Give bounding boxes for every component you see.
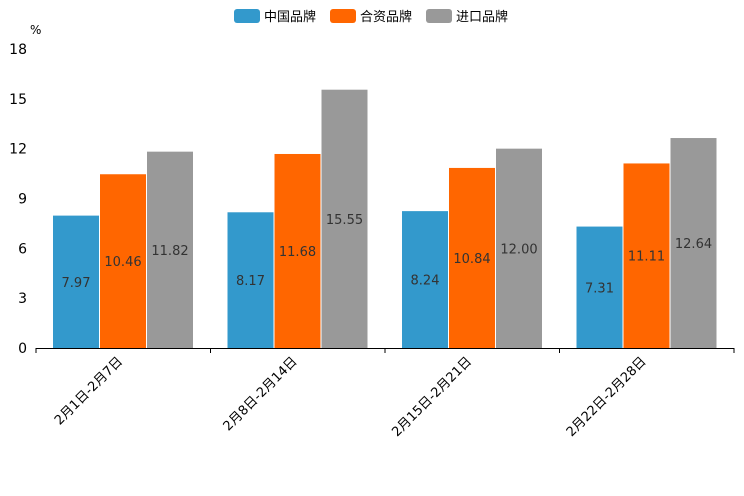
legend-swatch xyxy=(426,9,452,23)
bars xyxy=(53,89,717,349)
y-tick-label: 15 xyxy=(9,92,27,108)
bar xyxy=(100,174,146,348)
data-label: 8.17 xyxy=(236,274,265,289)
data-label: 11.11 xyxy=(628,250,665,265)
bar xyxy=(321,89,368,349)
bar xyxy=(402,211,448,348)
bar xyxy=(274,153,321,348)
data-labels: 7.97 10.46 11.82 8.17 11.68 15.55 8.24 10.84 12.… xyxy=(62,213,713,296)
x-tick-label: 2月8日-2月14日 xyxy=(221,354,301,434)
y-tick-label: 3 xyxy=(18,291,27,307)
y-tick-label: 6 xyxy=(18,241,27,257)
data-label: 11.68 xyxy=(279,245,316,260)
x-tick-label: 2月15日-2月21日 xyxy=(389,354,475,440)
legend-swatch xyxy=(234,9,260,23)
bar xyxy=(496,148,542,348)
legend-label: 中国品牌 xyxy=(264,9,316,25)
legend-swatch xyxy=(330,9,356,23)
legend: 中国品牌 合资品牌 进口品牌 xyxy=(234,9,508,25)
data-label: 10.84 xyxy=(453,252,490,267)
data-label: 7.31 xyxy=(585,281,614,296)
data-label: 11.82 xyxy=(151,244,188,259)
data-label: 12.64 xyxy=(675,237,712,252)
y-tick-label: 18 xyxy=(9,42,27,58)
legend-label: 进口品牌 xyxy=(456,9,508,25)
x-tick-label: 2月22日-2月28日 xyxy=(564,354,650,440)
bar xyxy=(53,215,99,348)
bar xyxy=(670,138,717,348)
bar xyxy=(449,167,495,348)
x-axis-labels: 2月1日-2月7日 2月8日-2月14日 2月15日-2月21日 2月22日-2月28… xyxy=(52,354,650,440)
y-tick-label: 9 xyxy=(18,192,27,208)
y-tick-label: 12 xyxy=(9,142,27,158)
data-label: 15.55 xyxy=(326,213,363,228)
bar xyxy=(147,151,193,348)
y-axis-ticks: 0 3 6 9 12 15 18 xyxy=(9,42,27,357)
data-label: 7.97 xyxy=(62,276,91,291)
y-tick-label: 0 xyxy=(18,341,27,357)
bar xyxy=(227,212,274,348)
x-axis-ticks xyxy=(35,348,735,353)
bar xyxy=(623,163,670,348)
data-label: 8.24 xyxy=(411,274,440,289)
y-axis-unit: % xyxy=(30,23,41,37)
data-label: 10.46 xyxy=(104,255,141,270)
legend-label: 合资品牌 xyxy=(360,9,412,25)
x-tick-label: 2月1日-2月7日 xyxy=(52,354,126,428)
bar xyxy=(576,226,623,348)
data-label: 12.00 xyxy=(500,242,537,257)
